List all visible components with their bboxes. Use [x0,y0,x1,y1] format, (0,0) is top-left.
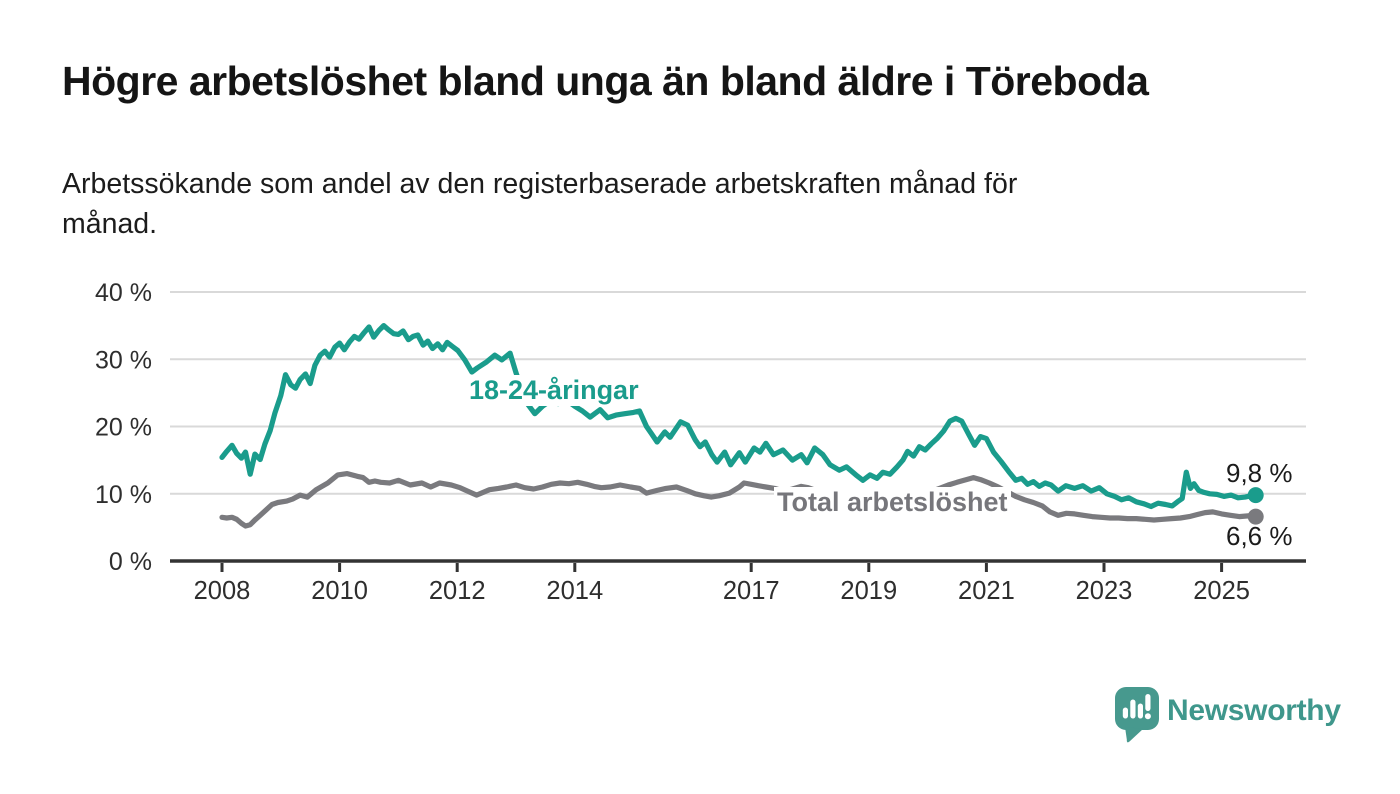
series-end-dot-total [1247,508,1264,525]
series-end-dot-youth-18-24 [1247,487,1264,504]
x-tick-label-2019: 2019 [840,577,897,605]
page-subtitle: Arbetssökande som andel av den registerb… [62,168,1018,240]
page-title: Högre arbetslöshet bland unga än bland ä… [62,58,1149,104]
y-tick-label-40: 40 % [95,279,152,307]
x-tick-label-2012: 2012 [429,577,486,605]
series-label-youth-18-24: 18-24-åringar [466,375,642,406]
y-tick-label-0: 0 % [109,548,152,576]
x-tick-label-2010: 2010 [311,577,368,605]
y-tick-label-10: 10 % [95,481,152,509]
x-tick-label-2025: 2025 [1193,577,1250,605]
x-tick-label-2017: 2017 [723,577,780,605]
x-tick-label-2014: 2014 [546,577,603,605]
y-tick-label-20: 20 % [95,414,152,442]
x-tick-label-2023: 2023 [1076,577,1133,605]
y-tick-label-30: 30 % [95,346,152,374]
end-value-label-youth: 9,8 % [1226,458,1293,488]
newsworthy-logo-icon [1115,687,1159,743]
series-label-total-unemployment: Total arbetslöshet [774,487,1011,518]
x-tick-label-2021: 2021 [958,577,1015,605]
series-line-total [219,471,1259,529]
series-line-youth-18-24 [219,323,1259,510]
x-tick-label-2008: 2008 [194,577,251,605]
end-value-label-total: 6,6 % [1226,521,1293,551]
newsworthy-logo: Newsworthy [1114,686,1400,748]
newsworthy-logo-text: Newsworthy [1167,694,1341,727]
